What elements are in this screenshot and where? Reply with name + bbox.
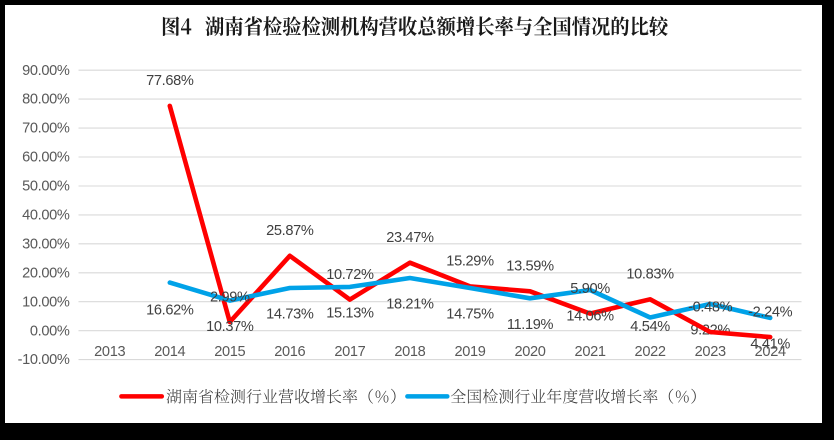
svg-text:4.54%: 4.54% [630,319,670,335]
svg-text:77.68%: 77.68% [146,73,194,89]
svg-text:4.41%: 4.41% [750,336,790,352]
svg-text:60.00%: 60.00% [22,150,70,166]
svg-text:0.00%: 0.00% [30,323,70,339]
svg-text:5.90%: 5.90% [570,281,610,297]
svg-text:90.00%: 90.00% [22,63,70,79]
svg-text:15.29%: 15.29% [446,254,494,270]
svg-text:16.62%: 16.62% [146,303,194,319]
svg-text:2019: 2019 [454,344,485,360]
svg-text:18.21%: 18.21% [386,297,434,313]
svg-text:2022: 2022 [635,344,666,360]
svg-text:23.47%: 23.47% [386,230,434,246]
svg-text:2017: 2017 [334,344,365,360]
svg-text:25.87%: 25.87% [266,223,314,239]
svg-text:30.00%: 30.00% [22,236,70,252]
svg-text:40.00%: 40.00% [22,208,70,224]
svg-text:10.00%: 10.00% [22,294,70,310]
svg-text:50.00%: 50.00% [22,179,70,195]
svg-text:2024: 2024 [755,344,786,360]
svg-text:15.13%: 15.13% [326,305,374,321]
svg-text:14.06%: 14.06% [566,309,614,325]
svg-text:2013: 2013 [94,344,125,360]
svg-text:20.00%: 20.00% [22,265,70,281]
svg-text:2.99%: 2.99% [210,289,250,305]
svg-text:80.00%: 80.00% [22,92,70,108]
svg-text:2023: 2023 [695,344,726,360]
svg-text:10.37%: 10.37% [206,319,254,335]
svg-text:-2.24%: -2.24% [748,304,793,320]
svg-text:-10.00%: -10.00% [18,352,70,368]
svg-text:14.75%: 14.75% [446,307,494,323]
svg-text:14.73%: 14.73% [266,307,314,323]
svg-text:2015: 2015 [214,344,245,360]
svg-text:13.59%: 13.59% [506,259,554,275]
svg-text:10.72%: 10.72% [326,267,374,283]
svg-text:10.83%: 10.83% [626,267,674,283]
svg-text:11.19%: 11.19% [507,317,554,333]
svg-text:2018: 2018 [394,344,425,360]
svg-text:70.00%: 70.00% [22,121,70,137]
svg-text:2014: 2014 [154,344,185,360]
svg-text:2020: 2020 [514,344,545,360]
svg-text:-0.48%: -0.48% [688,299,733,315]
svg-text:2021: 2021 [575,344,606,360]
svg-text:2016: 2016 [274,344,305,360]
